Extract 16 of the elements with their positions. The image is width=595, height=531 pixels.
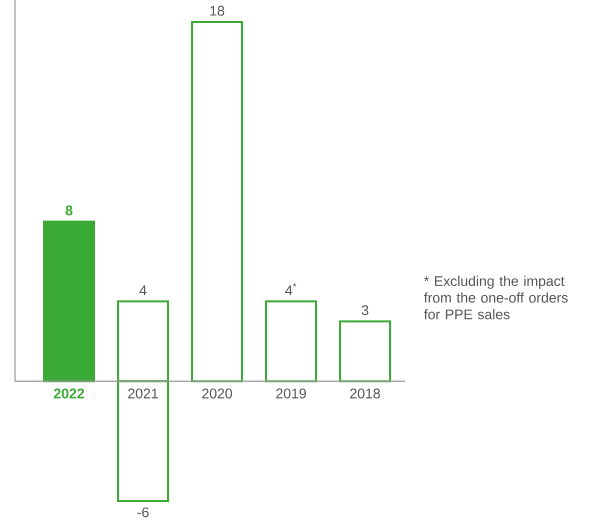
bar xyxy=(265,300,318,382)
bar xyxy=(191,20,244,382)
text: * Excluding the impact from the one-off orders for PPE sales xyxy=(424,276,568,320)
x-tick-label: 2022 xyxy=(54,388,84,398)
data-label: -6 xyxy=(137,507,149,518)
data-label: 4$^{*}$ xyxy=(285,283,296,296)
x-tick-label: 2019 xyxy=(276,388,306,398)
x-tick-label: 2018 xyxy=(350,388,380,398)
bar xyxy=(339,320,392,382)
bar xyxy=(43,220,96,382)
data-label: 18 xyxy=(210,6,224,16)
x-tick-label: 2021 xyxy=(128,388,158,398)
x-tick-label: 2020 xyxy=(202,388,232,398)
data-label: 8 xyxy=(66,205,72,216)
data-label: 4 xyxy=(139,286,146,296)
data-label: 3 xyxy=(362,305,368,316)
